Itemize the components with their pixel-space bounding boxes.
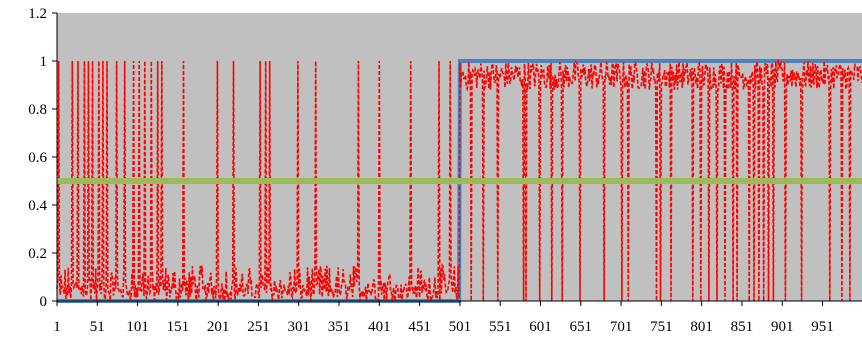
x-tick-label: 501 (449, 319, 472, 335)
y-tick-label: 0.2 (28, 246, 47, 262)
x-axis-ticks: 1 51 101 151 201 251 301 351 401 451 501 551 601 651 7… (53, 301, 834, 335)
y-tick-label: 1.2 (28, 6, 47, 22)
x-tick-label: 351 (328, 319, 351, 335)
y-tick-label: 1 (40, 54, 48, 70)
x-tick-label: 901 (771, 319, 794, 335)
x-tick-label: 601 (529, 319, 552, 335)
x-tick-label: 301 (287, 319, 310, 335)
x-tick-label: 751 (650, 319, 673, 335)
x-tick-label: 851 (731, 319, 754, 335)
x-tick-label: 101 (126, 319, 149, 335)
x-tick-label: 701 (610, 319, 633, 335)
y-axis-ticks: 0 0.2 0.4 0.6 0.8 1 1.2 (28, 6, 57, 310)
x-tick-label: 1 (53, 319, 61, 335)
x-tick-label: 151 (167, 319, 190, 335)
y-tick-label: 0 (40, 294, 48, 310)
x-tick-label: 651 (570, 319, 593, 335)
x-tick-label: 251 (247, 319, 270, 335)
y-tick-label: 0.8 (28, 102, 47, 118)
x-tick-label: 401 (368, 319, 391, 335)
x-tick-label: 551 (489, 319, 512, 335)
y-tick-label: 0.4 (28, 198, 47, 214)
x-tick-label: 451 (408, 319, 431, 335)
x-tick-label: 801 (690, 319, 713, 335)
x-tick-label: 51 (90, 319, 105, 335)
y-tick-label: 0.6 (28, 150, 47, 166)
x-tick-label: 951 (811, 319, 834, 335)
x-tick-label: 201 (207, 319, 230, 335)
